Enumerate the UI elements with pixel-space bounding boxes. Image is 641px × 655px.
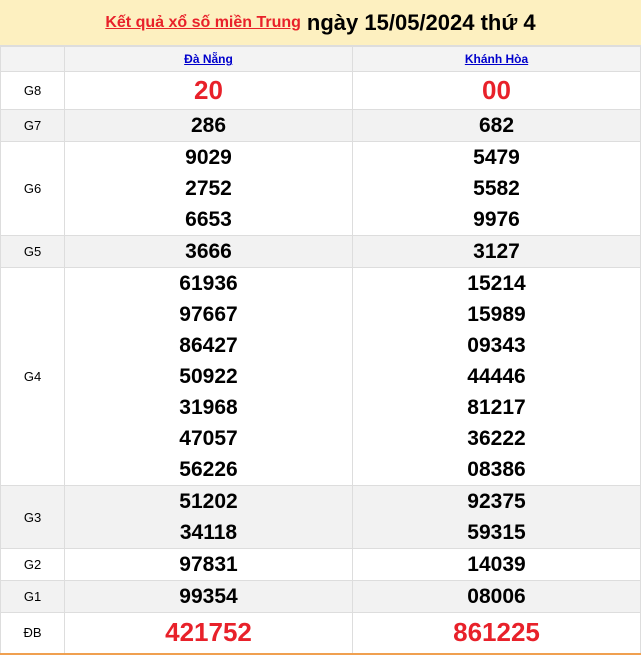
winning-number: 81217 (467, 396, 526, 419)
prize-numbers-da-nang: 51202 34118 (64, 485, 353, 549)
winning-number: 09343 (467, 334, 526, 357)
prize-row-ĐB: ĐB 421752 861225 (0, 612, 641, 655)
winning-number: 9029 (185, 146, 232, 169)
winning-number: 861225 (453, 617, 540, 648)
prize-numbers-da-nang: 421752 (64, 612, 353, 655)
prize-numbers-khanh-hoa: 3127 (352, 235, 641, 268)
winning-number: 97667 (179, 303, 238, 326)
winning-number: 51202 (179, 490, 238, 513)
winning-number: 99354 (179, 585, 238, 608)
winning-number: 86427 (179, 334, 238, 357)
prize-numbers-da-nang: 97831 (64, 548, 353, 581)
results-header: Kết quả xổ số miền Trung ngày 15/05/2024… (0, 0, 641, 46)
winning-number: 08006 (467, 585, 526, 608)
prize-numbers-khanh-hoa: 861225 (352, 612, 641, 655)
winning-number: 61936 (179, 272, 238, 295)
prize-row-G1: G1 99354 08006 (0, 580, 641, 613)
winning-number: 56226 (179, 458, 238, 481)
prize-column-header (0, 46, 65, 72)
prize-row-G8: G8 20 00 (0, 71, 641, 110)
prize-numbers-da-nang: 61936 97667 86427 50922 31968 47057 56226 (64, 267, 353, 486)
winning-number: 97831 (179, 553, 238, 576)
prize-label: G8 (0, 71, 65, 110)
prize-label: G4 (0, 267, 65, 486)
prize-label: G1 (0, 580, 65, 613)
prize-label: G2 (0, 548, 65, 581)
winning-number: 9976 (473, 208, 520, 231)
prize-numbers-khanh-hoa: 14039 (352, 548, 641, 581)
prize-numbers-khanh-hoa: 92375 59315 (352, 485, 641, 549)
winning-number: 31968 (179, 396, 238, 419)
results-table: Đà Nẵng Khánh Hòa G8 20 00 G7 286 682 G6 9029 27… (0, 46, 641, 655)
prize-row-G3: G3 51202 34118 92375 59315 (0, 485, 641, 549)
prize-numbers-khanh-hoa: 00 (352, 71, 641, 110)
prize-numbers-da-nang: 99354 (64, 580, 353, 613)
prize-row-G2: G2 97831 14039 (0, 548, 641, 581)
prize-numbers-da-nang: 9029 2752 6653 (64, 141, 353, 236)
winning-number: 14039 (467, 553, 526, 576)
prize-row-G4: G4 61936 97667 86427 50922 31968 47057 56226 152… (0, 267, 641, 486)
winning-number: 5479 (473, 146, 520, 169)
winning-number: 44446 (467, 365, 526, 388)
winning-number: 2752 (185, 177, 232, 200)
province-link-da-nang[interactable]: Đà Nẵng (184, 52, 233, 66)
prize-numbers-da-nang: 3666 (64, 235, 353, 268)
prize-row-G6: G6 9029 2752 6653 5479 5582 9976 (0, 141, 641, 236)
region-results-link[interactable]: Kết quả xổ số miền Trung (105, 13, 301, 31)
winning-number: 15214 (467, 272, 526, 295)
winning-number: 00 (482, 75, 511, 105)
prize-label: ĐB (0, 612, 65, 655)
winning-number: 20 (194, 75, 223, 105)
prize-label: G5 (0, 235, 65, 268)
prize-label: G3 (0, 485, 65, 549)
winning-number: 421752 (165, 617, 252, 648)
winning-number: 59315 (467, 521, 526, 544)
prize-row-G5: G5 3666 3127 (0, 235, 641, 268)
province-link-khanh-hoa[interactable]: Khánh Hòa (464, 52, 529, 66)
prize-numbers-khanh-hoa: 5479 5582 9976 (352, 141, 641, 236)
prize-label: G7 (0, 109, 65, 142)
winning-number: 47057 (179, 427, 238, 450)
winning-number: 6653 (185, 208, 232, 231)
winning-number: 15989 (467, 303, 526, 326)
prize-numbers-khanh-hoa: 15214 15989 09343 44446 81217 36222 08386 (352, 267, 641, 486)
prize-numbers-khanh-hoa: 682 (352, 109, 641, 142)
prize-label: G6 (0, 141, 65, 236)
province-header-da-nang: Đà Nẵng (64, 46, 353, 72)
winning-number: 36222 (467, 427, 526, 450)
winning-number: 50922 (179, 365, 238, 388)
winning-number: 3666 (185, 240, 232, 263)
winning-number: 286 (190, 114, 227, 137)
winning-number: 92375 (467, 490, 526, 513)
winning-number: 3127 (473, 240, 520, 263)
results-date-title: ngày 15/05/2024 thứ 4 (306, 9, 536, 35)
winning-number: 34118 (179, 521, 238, 544)
winning-number: 682 (478, 114, 515, 137)
winning-number: 5582 (473, 177, 520, 200)
prize-numbers-da-nang: 286 (64, 109, 353, 142)
prize-row-G7: G7 286 682 (0, 109, 641, 142)
prize-numbers-khanh-hoa: 08006 (352, 580, 641, 613)
prize-numbers-da-nang: 20 (64, 71, 353, 110)
province-header-khanh-hoa: Khánh Hòa (352, 46, 641, 72)
winning-number: 08386 (467, 458, 526, 481)
